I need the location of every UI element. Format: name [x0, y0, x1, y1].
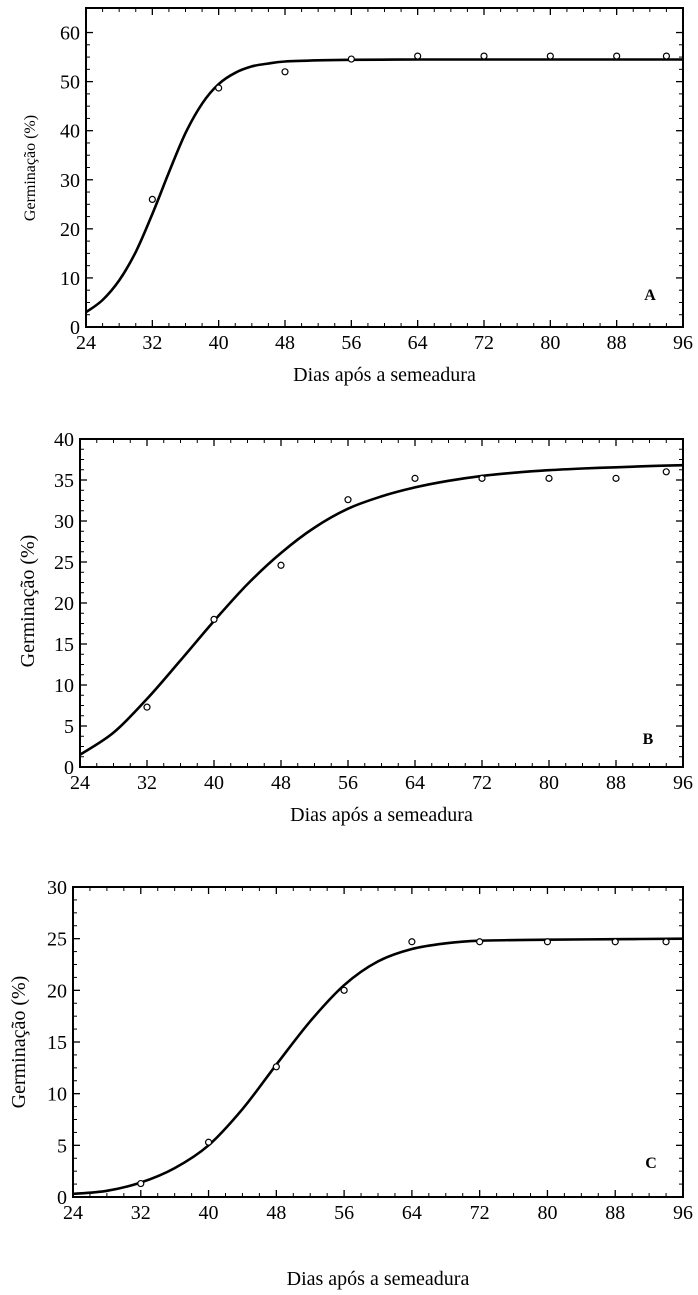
data-point — [277, 561, 285, 569]
data-point — [215, 84, 223, 92]
y-tick-label: 40 — [54, 429, 74, 451]
x-tick-label: 64 — [405, 772, 425, 794]
data-point — [478, 474, 486, 482]
data-point — [662, 938, 670, 946]
x-tick-label: 48 — [266, 1202, 286, 1224]
x-tick-label: 80 — [539, 772, 559, 794]
y-axis-title: Germinação (%) — [17, 535, 39, 668]
y-tick-label: 20 — [60, 219, 80, 241]
y-tick-label: 5 — [57, 1135, 67, 1157]
x-tick-label: 40 — [199, 1202, 219, 1224]
chart-panel-c: 24 32 40 48 56 64 72 80 88 96 0 5 10 15 20 25 30 C Dias ap… — [8, 877, 693, 1290]
y-tick-label: 15 — [54, 634, 74, 656]
x-tick-label: 72 — [470, 1202, 490, 1224]
data-point — [612, 474, 620, 482]
y-tick-label: 30 — [54, 511, 74, 533]
x-tick-label: 32 — [137, 772, 157, 794]
data-point — [143, 703, 151, 711]
x-tick-label: 40 — [204, 772, 224, 794]
x-tick-label: 96 — [673, 772, 693, 794]
y-tick-label: 10 — [54, 675, 74, 697]
x-tick-label: 88 — [607, 332, 627, 354]
x-tick-label: 96 — [673, 332, 693, 354]
data-point — [347, 55, 355, 63]
data-point — [476, 938, 484, 946]
plot-frame — [79, 438, 684, 768]
data-point — [210, 615, 218, 624]
x-tick-label: 96 — [673, 1202, 693, 1224]
y-tick-label: 0 — [64, 757, 74, 779]
x-tick-label: 56 — [334, 1202, 354, 1224]
data-point — [344, 496, 352, 504]
x-tick-label: 80 — [540, 332, 560, 354]
x-tick-label: 56 — [338, 772, 358, 794]
x-tick-label: 56 — [341, 332, 361, 354]
data-point — [613, 52, 621, 60]
x-tick-label: 24 — [70, 772, 90, 794]
data-point — [546, 52, 554, 60]
x-tick-label: 32 — [131, 1202, 151, 1224]
y-tick-label: 0 — [57, 1187, 67, 1209]
x-axis-title: Dias após a semeadura — [287, 1268, 470, 1290]
x-tick-label: 24 — [63, 1202, 83, 1224]
x-tick-label: 48 — [271, 772, 291, 794]
y-tick-label: 30 — [47, 877, 67, 899]
y-axis-title: Germinação (%) — [8, 976, 30, 1109]
y-tick-label: 25 — [47, 929, 67, 951]
y-tick-label: 60 — [60, 23, 80, 45]
x-tick-label: 64 — [408, 332, 428, 354]
data-point — [662, 468, 670, 476]
y-tick-label: 20 — [47, 980, 67, 1002]
x-tick-label: 88 — [606, 772, 626, 794]
fitted-curve — [85, 58, 683, 314]
y-tick-label: 40 — [60, 121, 80, 143]
x-tick-label: 88 — [605, 1202, 625, 1224]
y-tick-label: 15 — [47, 1032, 67, 1054]
data-point — [272, 1063, 280, 1071]
data-point — [340, 986, 348, 994]
data-point — [137, 1179, 145, 1188]
data-point — [411, 474, 419, 482]
data-point — [545, 474, 553, 482]
x-tick-label: 72 — [472, 772, 492, 794]
y-tick-label: 35 — [54, 470, 74, 492]
x-tick-label: 80 — [537, 1202, 557, 1224]
data-point — [414, 52, 422, 60]
data-point — [281, 68, 289, 76]
panel-label: A — [644, 287, 656, 304]
data-point — [148, 195, 156, 203]
data-point — [611, 938, 619, 946]
x-tick-label: 24 — [76, 332, 96, 354]
y-tick-label: 5 — [64, 716, 74, 738]
chart-panel-a: 24 32 40 48 56 64 72 80 88 96 0 10 20 30 40 50 60 A Dias a… — [22, 7, 693, 386]
x-tick-label: 32 — [142, 332, 162, 354]
chart-panel-b: 24 32 40 48 56 64 72 80 88 96 0 5 10 15 20 25 30 35 40 B Dia… — [17, 429, 693, 826]
data-point — [480, 52, 488, 60]
fitted-curve — [72, 937, 684, 1196]
fitted-curve — [79, 463, 684, 756]
x-axis-title: Dias após a semeadura — [290, 804, 473, 826]
x-tick-label: 72 — [474, 332, 494, 354]
y-tick-label: 20 — [54, 593, 74, 615]
y-tick-label: 30 — [60, 170, 80, 192]
data-point — [662, 52, 671, 60]
plot-frame — [85, 7, 684, 328]
data-point — [543, 938, 552, 946]
x-tick-label: 64 — [402, 1202, 422, 1224]
y-tick-label: 10 — [47, 1084, 67, 1106]
y-tick-label: 10 — [60, 268, 80, 290]
panel-label: B — [643, 731, 654, 748]
y-tick-label: 0 — [70, 317, 80, 339]
data-point — [408, 938, 416, 946]
x-tick-label: 48 — [275, 332, 295, 354]
y-tick-label: 50 — [60, 72, 80, 94]
x-axis-title: Dias após a semeadura — [293, 364, 476, 386]
data-point — [204, 1138, 213, 1146]
y-tick-label: 25 — [54, 552, 74, 574]
x-tick-label: 40 — [209, 332, 229, 354]
panel-label: C — [645, 1155, 657, 1172]
y-axis-title: Germinação (%) — [22, 115, 39, 221]
plot-frame — [72, 886, 684, 1198]
